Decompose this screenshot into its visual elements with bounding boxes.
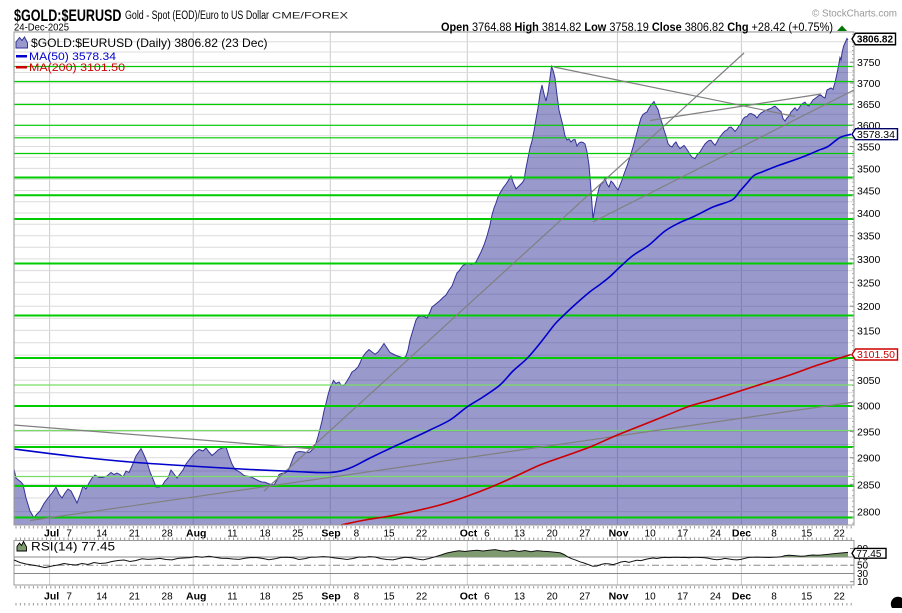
svg-text:15: 15: [801, 529, 813, 540]
svg-text:Jul: Jul: [44, 528, 59, 540]
svg-text:3550: 3550: [857, 142, 881, 154]
svg-text:15: 15: [801, 592, 813, 603]
svg-text:Aug: Aug: [186, 528, 206, 540]
svg-text:7: 7: [66, 592, 72, 603]
svg-text:MA(50) 3578.34: MA(50) 3578.34: [29, 51, 116, 63]
svg-text:3806.82: 3806.82: [857, 35, 894, 46]
svg-text:3700: 3700: [857, 78, 881, 90]
svg-text:22: 22: [834, 592, 846, 603]
svg-text:20: 20: [547, 592, 559, 603]
svg-text:Open 3764.88 High 3814.82 Lo: Open 3764.88 High 3814.82 Low 3758.19 Cl…: [441, 22, 833, 34]
svg-text:8: 8: [354, 592, 360, 603]
svg-text:6: 6: [484, 592, 490, 603]
svg-text:8: 8: [771, 592, 777, 603]
svg-text:22: 22: [834, 529, 846, 540]
svg-text:18: 18: [259, 529, 271, 540]
svg-text:Dec: Dec: [732, 591, 751, 603]
svg-text:13: 13: [514, 592, 526, 603]
svg-text:6: 6: [484, 529, 490, 540]
svg-text:25: 25: [292, 529, 304, 540]
svg-text:Sep: Sep: [321, 528, 340, 540]
svg-text:28: 28: [162, 529, 174, 540]
svg-text:11: 11: [227, 529, 238, 540]
svg-text:Nov: Nov: [609, 591, 629, 603]
svg-text:RSI(14) 77.45: RSI(14) 77.45: [31, 540, 115, 554]
svg-text:28: 28: [162, 592, 174, 603]
svg-text:15: 15: [383, 592, 395, 603]
svg-text:3650: 3650: [857, 99, 881, 111]
svg-text:3150: 3150: [857, 325, 881, 337]
svg-text:3050: 3050: [857, 375, 881, 387]
svg-text:Sep: Sep: [321, 591, 340, 603]
svg-text:22: 22: [416, 529, 428, 540]
svg-text:22: 22: [416, 592, 428, 603]
svg-text:Gold - Spot (EOD)/Euro to US D: Gold - Spot (EOD)/Euro to US Dollar: [125, 10, 269, 22]
svg-text:50: 50: [857, 561, 869, 572]
svg-text:10: 10: [857, 577, 869, 588]
svg-text:2800: 2800: [857, 507, 881, 519]
svg-text:20: 20: [547, 529, 559, 540]
svg-text:10: 10: [645, 529, 657, 540]
svg-text:7: 7: [66, 529, 72, 540]
svg-text:Aug: Aug: [186, 591, 206, 603]
svg-text:3200: 3200: [857, 301, 881, 313]
svg-text:Jul: Jul: [44, 591, 59, 603]
svg-text:77.45: 77.45: [856, 549, 881, 560]
svg-text:17: 17: [677, 592, 689, 603]
svg-text:Dec: Dec: [732, 528, 751, 540]
svg-text:3750: 3750: [857, 57, 881, 69]
svg-text:25: 25: [292, 592, 304, 603]
svg-text:$GOLD:$EURUSD: $GOLD:$EURUSD: [14, 7, 122, 25]
svg-text:21: 21: [129, 529, 141, 540]
svg-text:11: 11: [227, 592, 238, 603]
svg-text:15: 15: [383, 529, 395, 540]
svg-text:24: 24: [710, 592, 722, 603]
svg-text:8: 8: [771, 529, 777, 540]
svg-text:10: 10: [645, 592, 657, 603]
svg-text:27: 27: [579, 592, 591, 603]
svg-text:3101.50: 3101.50: [857, 349, 895, 361]
svg-text:24: 24: [710, 529, 722, 540]
svg-text:2900: 2900: [857, 453, 881, 465]
svg-text:14: 14: [96, 529, 108, 540]
svg-text:3578.34: 3578.34: [857, 129, 895, 141]
svg-text:3250: 3250: [857, 277, 881, 289]
svg-text:2950: 2950: [857, 426, 881, 438]
svg-text:Nov: Nov: [609, 528, 629, 540]
svg-text:8: 8: [354, 529, 360, 540]
svg-text:13: 13: [514, 529, 526, 540]
svg-text:Oct: Oct: [460, 591, 478, 603]
svg-text:27: 27: [579, 529, 591, 540]
svg-text:$GOLD:$EURUSD (Daily) 3806.82: $GOLD:$EURUSD (Daily) 3806.82 (23 Dec): [31, 36, 268, 50]
svg-text:3400: 3400: [857, 208, 881, 220]
svg-text:3000: 3000: [857, 401, 881, 413]
svg-text:30: 30: [857, 569, 869, 580]
svg-text:CME/FOREX: CME/FOREX: [272, 11, 349, 22]
svg-text:3300: 3300: [857, 254, 881, 266]
svg-text:3350: 3350: [857, 231, 881, 243]
svg-text:3500: 3500: [857, 163, 881, 175]
svg-text:MA(200) 3101.50: MA(200) 3101.50: [29, 62, 125, 74]
svg-text:24-Dec-2025: 24-Dec-2025: [14, 22, 69, 34]
svg-text:17: 17: [677, 529, 689, 540]
svg-text:3450: 3450: [857, 186, 881, 198]
svg-text:2850: 2850: [857, 479, 881, 491]
svg-text:18: 18: [259, 592, 271, 603]
svg-text:Oct: Oct: [460, 528, 478, 540]
svg-text:© StockCharts.com: © StockCharts.com: [812, 8, 897, 20]
svg-text:14: 14: [96, 592, 108, 603]
svg-text:21: 21: [129, 592, 141, 603]
